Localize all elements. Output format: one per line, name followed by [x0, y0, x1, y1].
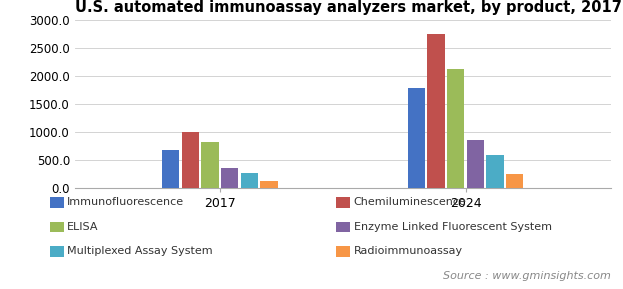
- Bar: [240, 173, 258, 188]
- Text: Radioimmunoassay: Radioimmunoassay: [354, 247, 463, 256]
- Bar: [221, 168, 238, 188]
- Bar: [467, 140, 484, 188]
- Bar: [447, 69, 464, 188]
- Bar: [487, 155, 503, 188]
- Bar: [407, 88, 425, 188]
- Text: Source : www.gminsights.com: Source : www.gminsights.com: [443, 271, 611, 281]
- Bar: [201, 142, 219, 188]
- Text: U.S. automated immunoassay analyzers market, by product, 2017 & 2024 (USD Millio: U.S. automated immunoassay analyzers mar…: [75, 0, 623, 15]
- Text: Enzyme Linked Fluorescent System: Enzyme Linked Fluorescent System: [354, 222, 552, 232]
- Text: Multiplexed Assay System: Multiplexed Assay System: [67, 247, 213, 256]
- Bar: [506, 174, 523, 188]
- Bar: [260, 181, 278, 188]
- Text: Chemiluminescence: Chemiluminescence: [354, 197, 467, 207]
- Bar: [162, 150, 179, 188]
- Text: Immunofluorescence: Immunofluorescence: [67, 197, 184, 207]
- Bar: [427, 34, 445, 188]
- Text: ELISA: ELISA: [67, 222, 99, 232]
- Bar: [182, 132, 199, 188]
